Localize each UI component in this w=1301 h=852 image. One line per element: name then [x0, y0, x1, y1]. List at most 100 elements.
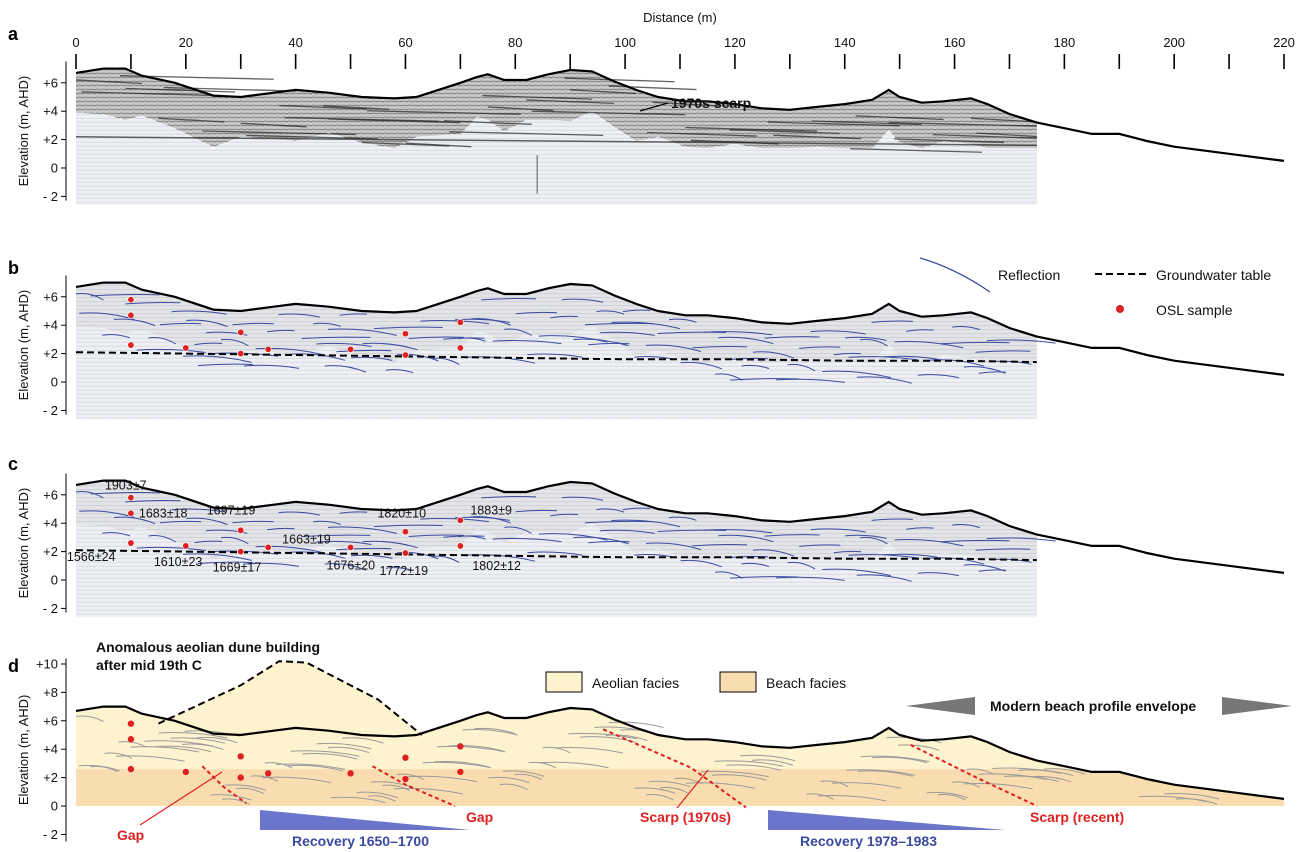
reflection-line	[385, 567, 414, 572]
radar-band	[608, 85, 697, 91]
facies-line	[210, 794, 252, 801]
facies-line	[714, 760, 784, 767]
y-tick-label: 0	[51, 375, 58, 390]
reflection-line	[856, 376, 912, 384]
panel-d-legend: Aeolian facies Beach facies	[545, 671, 846, 693]
y-tick-label: - 2	[43, 189, 58, 204]
reflection-line	[764, 336, 820, 339]
reflection-line	[75, 293, 104, 301]
reflection-line	[469, 318, 512, 326]
reflection-line	[420, 517, 489, 523]
recovery-label-2: Recovery 1978–1983	[800, 833, 937, 849]
reflection-line	[680, 361, 722, 370]
scarp-trace-4	[910, 744, 1038, 807]
reflection-line	[431, 555, 460, 564]
osl-age-label: 1566±24	[67, 550, 116, 564]
osl-sample	[237, 774, 244, 781]
facies-line	[130, 746, 200, 753]
radar-band	[729, 129, 840, 135]
radar-band	[647, 131, 757, 137]
radar-band	[894, 138, 1004, 144]
reflection-line	[313, 322, 341, 327]
radar-band	[932, 133, 1037, 139]
legend-beach-swatch	[719, 671, 757, 693]
osl-sample	[264, 770, 272, 777]
radar-band	[81, 91, 214, 97]
legend-reflection: Reflection	[998, 267, 1060, 283]
reflection-line	[668, 516, 697, 521]
reflection-line	[729, 378, 799, 381]
y-tick-label: +2	[43, 544, 58, 559]
y-tick-label: 0	[51, 573, 58, 588]
x-tick-label: 160	[944, 35, 966, 50]
osl-age-label: 1772±19	[379, 564, 428, 578]
reflection-line	[741, 562, 770, 567]
osl-sample	[401, 330, 409, 338]
facies-line	[393, 787, 463, 795]
reflection-line	[952, 523, 980, 529]
gap-label-1: Gap	[117, 827, 144, 843]
radar-band	[323, 105, 390, 110]
facies-line	[711, 774, 767, 781]
y-tick-label: +4	[43, 318, 58, 333]
reflection-line	[75, 491, 104, 499]
facies-line	[938, 794, 966, 801]
osl-age-label: 1802±12	[472, 559, 521, 573]
osl-sample	[127, 736, 135, 743]
reflection-line	[845, 534, 887, 539]
facies-line	[370, 781, 413, 788]
reflection-line	[538, 533, 608, 541]
facies-line	[966, 768, 995, 775]
facies-line	[726, 764, 782, 771]
reflection-line	[278, 313, 320, 318]
reflection-line	[940, 539, 1010, 543]
facies-line	[422, 761, 492, 769]
radar-band	[279, 104, 368, 110]
reflection-line	[504, 526, 532, 534]
modern-envelope-label: Modern beach profile envelope	[990, 698, 1196, 714]
facies-line	[382, 784, 411, 792]
facies-line	[462, 729, 518, 736]
x-tick-label: 40	[288, 35, 302, 50]
x-tick-label: 200	[1163, 35, 1185, 50]
y-tick-label: +6	[43, 487, 58, 502]
reflection-line	[171, 508, 227, 513]
panel-d: +10 +8 +6 +4 +2 0 - 2 Elevation (m, AHD)	[16, 657, 1285, 842]
reflection-line	[645, 542, 702, 550]
radar-reflector-zone	[76, 282, 1037, 363]
facies-line	[118, 741, 147, 748]
facies-line	[926, 791, 968, 799]
legend-groundwater: Groundwater table	[1156, 267, 1271, 283]
reflection-line	[113, 516, 156, 525]
reflection-line	[894, 340, 964, 349]
osl-sample	[457, 743, 464, 750]
facies-line	[474, 727, 516, 735]
reflection-line	[113, 318, 156, 327]
ground-surface	[75, 67, 1285, 162]
reflection-line	[336, 547, 392, 551]
radar-band	[328, 118, 461, 124]
reflection-line	[255, 347, 325, 356]
osl-age-label: 1669±17	[213, 561, 262, 575]
y-axis-title: Elevation (m, AHD)	[16, 290, 31, 401]
reflection-line	[787, 363, 816, 372]
x-tick-label: 80	[508, 35, 522, 50]
osl-age-label: 1663±19	[282, 532, 331, 546]
panel-b: +6 +4 +2 0 - 2 Elevation (m, AHD)	[16, 275, 1285, 419]
reflection-line	[752, 549, 795, 557]
osl-sample	[127, 341, 135, 349]
osl-sample	[237, 526, 245, 534]
legend-beach: Beach facies	[766, 675, 846, 691]
radar-band	[405, 142, 472, 148]
y-tick-label: +4	[43, 516, 58, 531]
radar-band	[850, 148, 983, 153]
x-tick-label: 140	[834, 35, 856, 50]
gap-leader-1	[139, 771, 223, 826]
facies-line	[75, 715, 104, 722]
facies-line	[542, 746, 571, 754]
facies-line	[316, 742, 372, 750]
facies-line	[433, 761, 490, 768]
reflection-line	[729, 576, 799, 579]
reflection-line	[975, 350, 1031, 353]
reflection-line	[917, 374, 960, 379]
